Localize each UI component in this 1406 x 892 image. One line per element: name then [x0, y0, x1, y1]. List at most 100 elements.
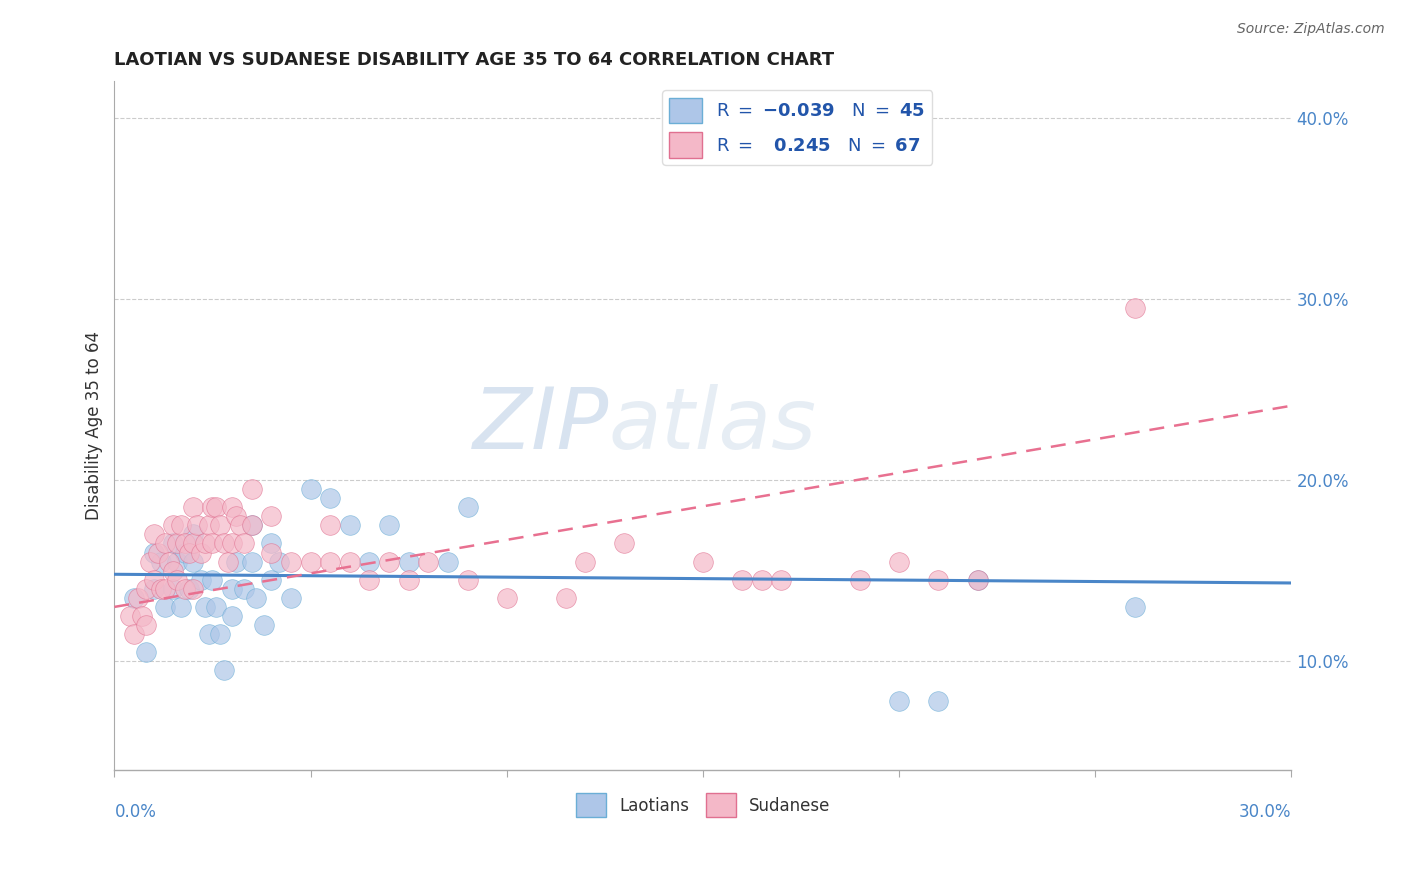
- Point: [181, 582, 204, 596]
- Point: [190, 573, 212, 587]
- Point: [299, 555, 322, 569]
- Point: [398, 573, 420, 587]
- Point: [225, 555, 247, 569]
- Point: [150, 555, 173, 569]
- Point: [174, 536, 197, 550]
- Point: [232, 582, 254, 596]
- Text: 30.0%: 30.0%: [1239, 803, 1292, 821]
- Point: [269, 555, 291, 569]
- Point: [162, 536, 184, 550]
- Point: [138, 555, 160, 569]
- Y-axis label: Disability Age 35 to 64: Disability Age 35 to 64: [86, 331, 103, 520]
- Legend: Laotians, Sudanese: Laotians, Sudanese: [569, 787, 837, 823]
- Point: [170, 599, 193, 614]
- Point: [378, 518, 401, 533]
- Point: [437, 555, 460, 569]
- Point: [418, 555, 440, 569]
- Point: [166, 555, 188, 569]
- Point: [181, 536, 204, 550]
- Point: [127, 591, 149, 605]
- Point: [166, 573, 188, 587]
- Point: [135, 582, 157, 596]
- Point: [181, 555, 204, 569]
- Point: [155, 599, 177, 614]
- Point: [157, 555, 180, 569]
- Point: [186, 518, 208, 533]
- Point: [398, 555, 420, 569]
- Point: [181, 527, 204, 541]
- Point: [319, 491, 342, 505]
- Point: [240, 482, 263, 496]
- Point: [131, 609, 153, 624]
- Point: [120, 609, 142, 624]
- Point: [927, 573, 949, 587]
- Point: [339, 555, 361, 569]
- Point: [457, 573, 479, 587]
- Point: [574, 555, 596, 569]
- Point: [229, 518, 252, 533]
- Point: [122, 627, 145, 641]
- Point: [319, 555, 342, 569]
- Point: [245, 591, 267, 605]
- Point: [174, 582, 197, 596]
- Point: [197, 518, 219, 533]
- Point: [166, 536, 188, 550]
- Point: [692, 555, 714, 569]
- Point: [194, 536, 217, 550]
- Point: [155, 536, 177, 550]
- Point: [849, 573, 872, 587]
- Point: [201, 500, 224, 515]
- Point: [221, 609, 243, 624]
- Point: [170, 518, 193, 533]
- Point: [142, 527, 165, 541]
- Point: [205, 500, 228, 515]
- Point: [217, 555, 239, 569]
- Point: [339, 518, 361, 533]
- Text: Source: ZipAtlas.com: Source: ZipAtlas.com: [1237, 22, 1385, 37]
- Point: [1123, 301, 1146, 315]
- Point: [135, 618, 157, 632]
- Point: [966, 573, 988, 587]
- Point: [457, 500, 479, 515]
- Point: [260, 509, 283, 524]
- Text: atlas: atlas: [609, 384, 817, 467]
- Point: [1123, 599, 1146, 614]
- Point: [146, 545, 169, 559]
- Point: [205, 599, 228, 614]
- Point: [190, 545, 212, 559]
- Point: [209, 627, 232, 641]
- Point: [214, 663, 236, 677]
- Point: [162, 582, 184, 596]
- Point: [181, 500, 204, 515]
- Point: [887, 555, 910, 569]
- Text: ZIP: ZIP: [472, 384, 609, 467]
- Text: LAOTIAN VS SUDANESE DISABILITY AGE 35 TO 64 CORRELATION CHART: LAOTIAN VS SUDANESE DISABILITY AGE 35 TO…: [114, 51, 835, 69]
- Point: [240, 555, 263, 569]
- Point: [359, 573, 381, 587]
- Point: [927, 694, 949, 708]
- Point: [260, 573, 283, 587]
- Point: [240, 518, 263, 533]
- Point: [201, 573, 224, 587]
- Point: [554, 591, 576, 605]
- Point: [232, 536, 254, 550]
- Point: [197, 627, 219, 641]
- Point: [299, 482, 322, 496]
- Point: [260, 545, 283, 559]
- Point: [135, 645, 157, 659]
- Point: [319, 518, 342, 533]
- Point: [209, 518, 232, 533]
- Point: [201, 536, 224, 550]
- Point: [162, 518, 184, 533]
- Point: [142, 573, 165, 587]
- Point: [495, 591, 517, 605]
- Point: [225, 509, 247, 524]
- Text: 0.0%: 0.0%: [114, 803, 156, 821]
- Point: [359, 555, 381, 569]
- Point: [252, 618, 274, 632]
- Point: [887, 694, 910, 708]
- Point: [177, 545, 200, 559]
- Point: [221, 536, 243, 550]
- Point: [177, 582, 200, 596]
- Point: [150, 582, 173, 596]
